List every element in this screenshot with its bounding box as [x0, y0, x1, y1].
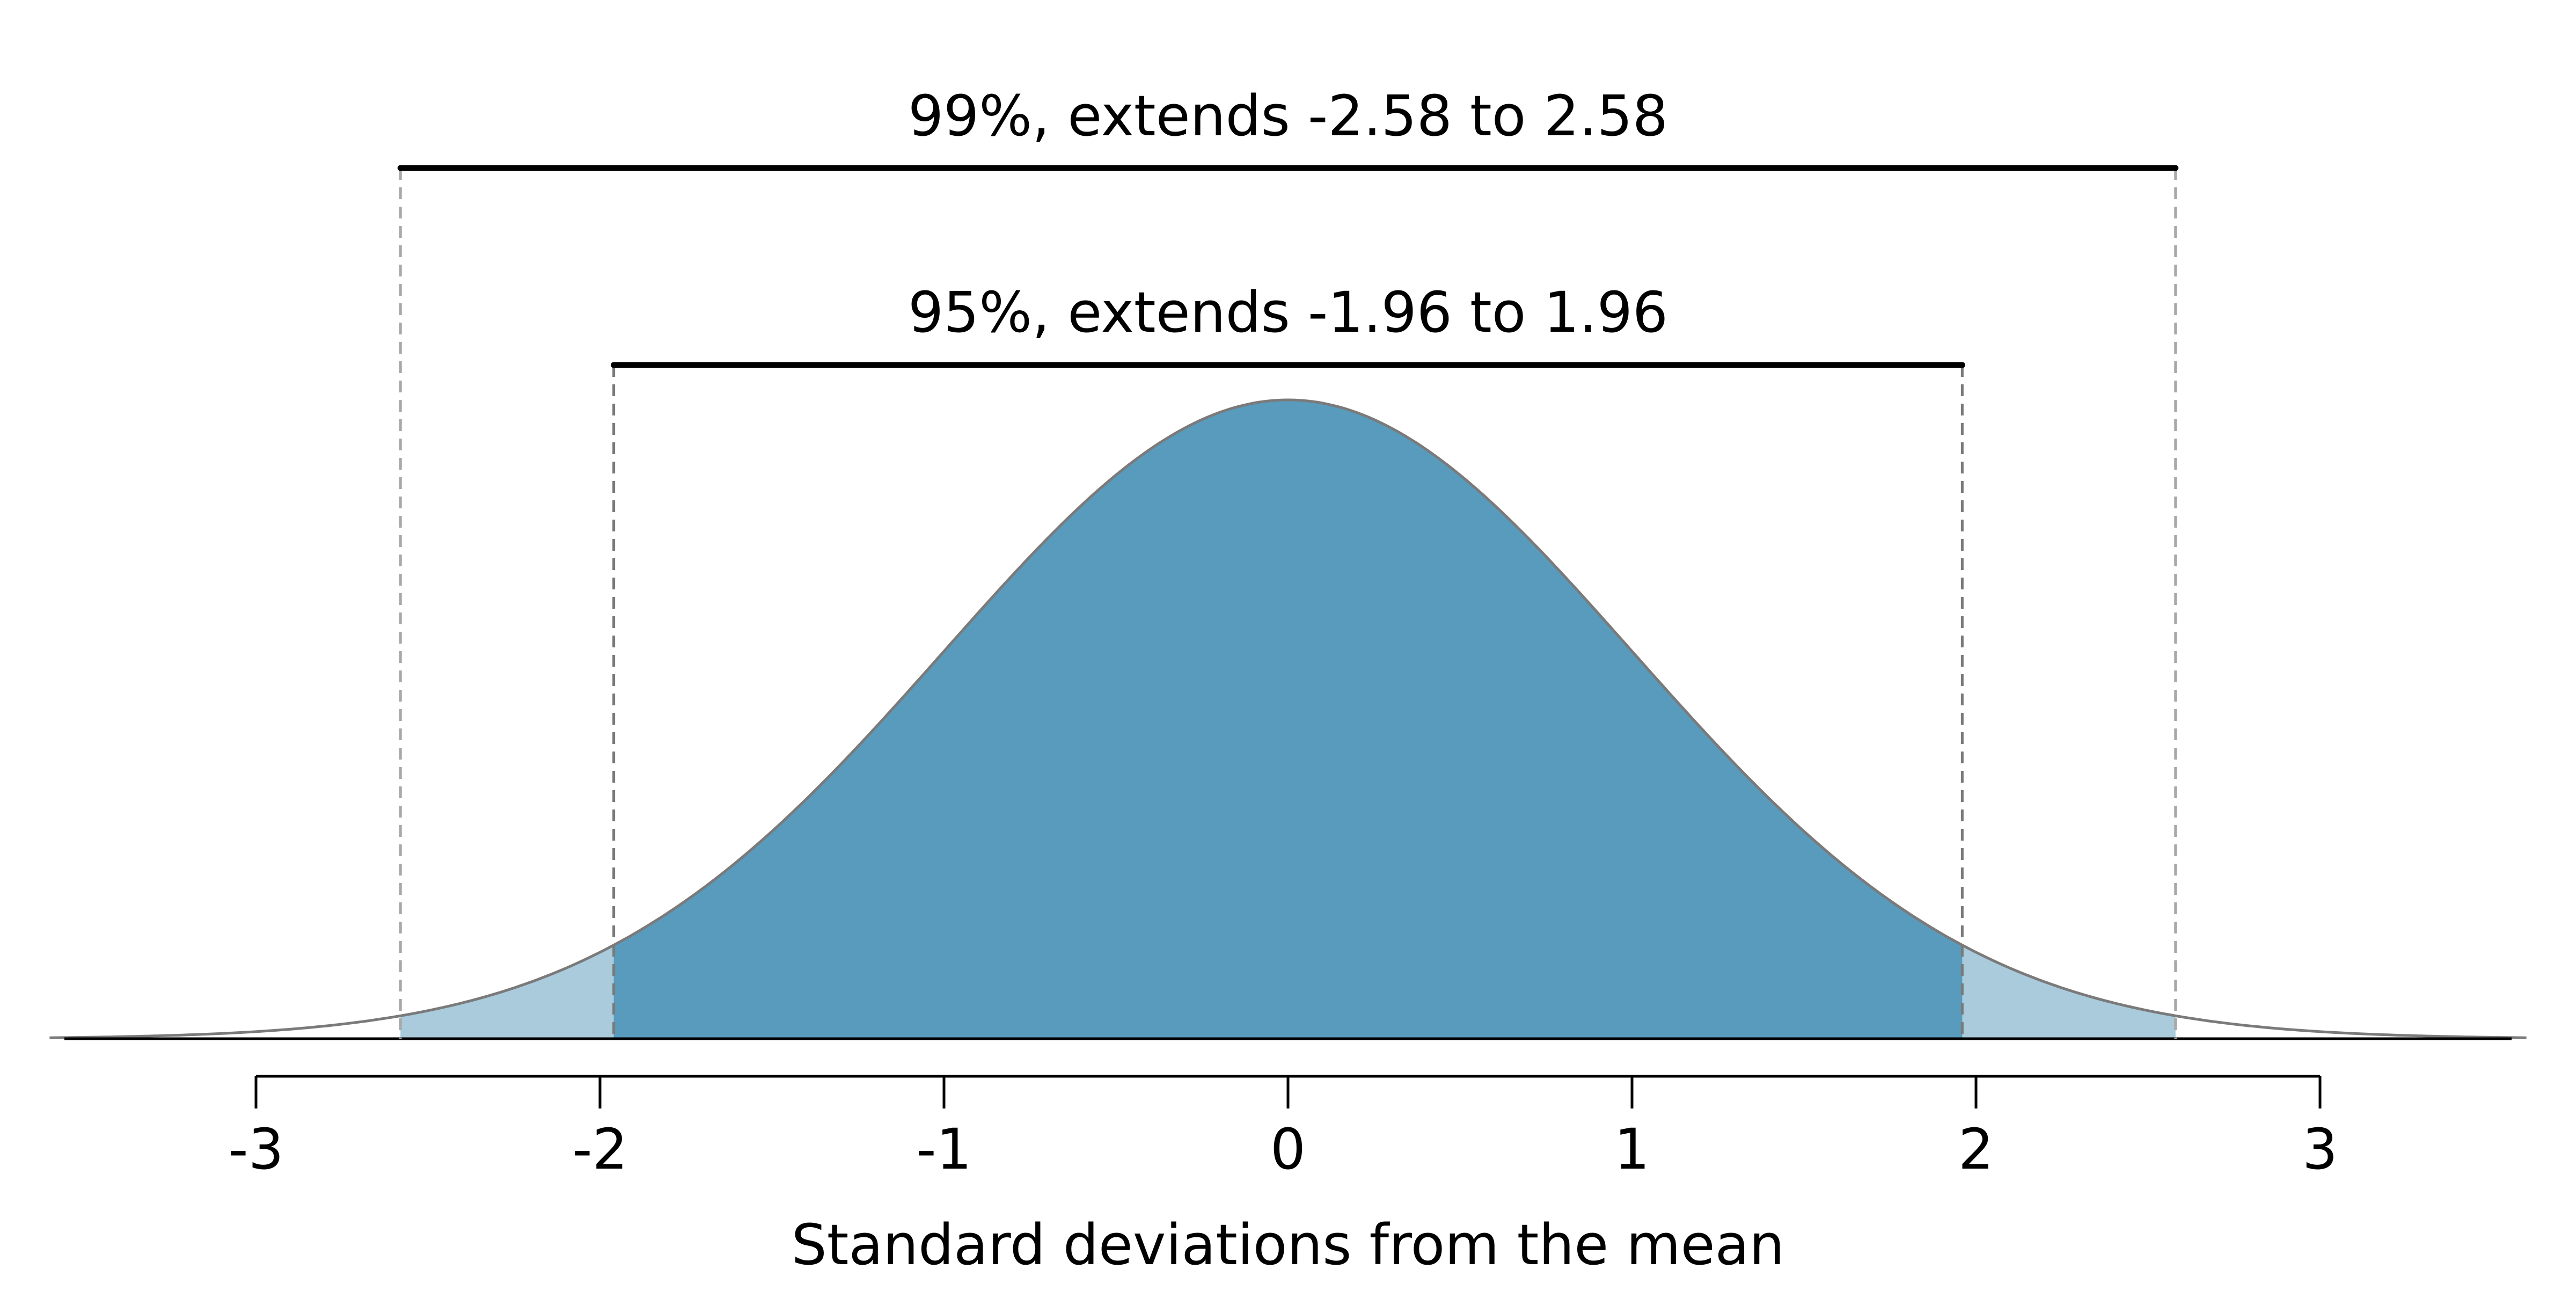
x-tick-label: -3	[228, 1117, 284, 1182]
x-tick-label: 2	[1958, 1117, 1994, 1182]
x-tick-label: 1	[1614, 1117, 1650, 1182]
x-tick-label: -2	[572, 1117, 628, 1182]
x-tick-label: 3	[2302, 1117, 2338, 1182]
curve-layer	[49, 398, 2527, 1040]
guide-lines	[399, 168, 2177, 1039]
shaded-areas	[400, 400, 2176, 1039]
area-95-interval	[613, 400, 1963, 1039]
interval-label-99: 99%, extends -2.58 to 2.58	[908, 83, 1668, 149]
x-axis: -3 -2 -1 0 1 2 3	[228, 1075, 2338, 1182]
x-tick-label: 0	[1270, 1117, 1306, 1182]
density-curve	[49, 398, 2527, 1039]
interval-brackets: 99%, extends -2.58 to 2.58 95%, extends -…	[397, 83, 2179, 368]
x-axis-title: Standard deviations from the mean	[792, 1212, 1785, 1278]
interval-label-95: 95%, extends -1.96 to 1.96	[908, 280, 1668, 345]
x-tick-label: -1	[916, 1117, 972, 1182]
